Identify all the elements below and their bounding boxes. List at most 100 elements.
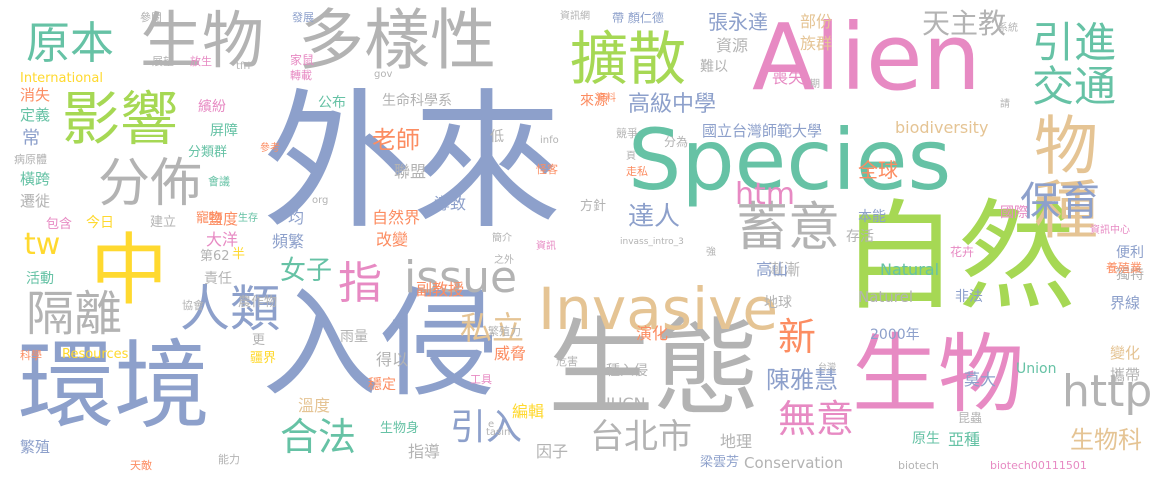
- word-di62: 第62: [200, 249, 230, 264]
- word-union: Union: [1016, 361, 1057, 377]
- word-guoji: 國際: [1000, 205, 1028, 221]
- word-zousi: 走私: [626, 165, 648, 178]
- word-moda: 莫大: [964, 370, 997, 389]
- word-shengwu-gray: 生物: [140, 4, 265, 77]
- word-bianhua: 變化: [1110, 344, 1141, 362]
- word-resources: Resources: [62, 347, 129, 362]
- word-yuansheng: 原生: [912, 431, 940, 447]
- word-huanjing: 環境: [18, 330, 210, 442]
- word-chongwu: 寵物: [196, 211, 223, 226]
- word-zixunwang: 資訊網: [560, 11, 590, 22]
- word-ye: 頁: [626, 151, 636, 162]
- word-qing: 請: [1000, 99, 1010, 110]
- word-cunhuo: 存活: [846, 229, 874, 245]
- word-bingyuanti: 病原體: [14, 153, 47, 166]
- word-jiashu: 家鼠: [290, 53, 315, 67]
- word-2000nian: 2000年: [870, 327, 920, 343]
- word-wuyi: 無意: [778, 397, 855, 441]
- word-duoyangxing: 多樣性: [298, 2, 496, 79]
- word-shengwushen: 生物身: [380, 421, 420, 436]
- word-xitong: 系統: [998, 23, 1018, 34]
- word-deyi: 得以: [376, 350, 409, 369]
- word-xiedai: 攜帶: [1110, 366, 1141, 384]
- word-zixun: 資訊: [536, 241, 556, 252]
- word-invass-intro-3: invass_intro_3: [620, 237, 684, 247]
- word-di: 低: [490, 129, 504, 145]
- word-tw: tw: [24, 227, 61, 262]
- word-yingxiang: 影響: [62, 85, 179, 153]
- word-conservation: Conservation: [744, 454, 844, 472]
- word-yazhong: 亞種: [948, 430, 981, 449]
- word-gaoshan: 高山: [756, 260, 789, 279]
- word-chenyahui: 陳雅慧: [766, 366, 838, 394]
- word-wuzhong: 物種: [1023, 112, 1097, 240]
- word-zhuanzai: 轉載: [290, 69, 312, 82]
- word-org: org: [312, 195, 329, 206]
- word-huodong: 活動: [26, 271, 54, 287]
- word-jianjian: 漸漸: [768, 260, 801, 279]
- word-tiandi: 天敵: [130, 459, 152, 472]
- word-gaibian: 改變: [376, 230, 409, 249]
- word-zhong: 中: [90, 226, 169, 316]
- word-dute: 獨特: [1116, 267, 1144, 283]
- word-canyue: 參閱: [140, 11, 162, 24]
- word-weihai: 危害: [556, 355, 578, 368]
- word-hefa: 合法: [280, 415, 357, 459]
- word-jinri: 今日: [86, 215, 114, 231]
- word-dili: 地理: [720, 432, 753, 451]
- word-weixie: 威脅: [494, 344, 527, 363]
- word-invasive: Invasive: [538, 275, 779, 343]
- word-baoyu: 保育: [1020, 179, 1100, 225]
- word-wending: 穩定: [368, 377, 396, 393]
- word-ruqin: 入侵: [262, 275, 499, 413]
- word-fangsheng: 放生: [190, 55, 212, 68]
- word-yinzi: 因子: [536, 442, 569, 461]
- word-zhanwang: 展望: [152, 55, 174, 68]
- word-xin: 新: [778, 315, 817, 359]
- word-yandu: 鹽度: [208, 210, 239, 228]
- word-dai-yanrende: 帶 顏仁德: [612, 11, 664, 25]
- word-jianjie: 簡介: [492, 233, 512, 244]
- word-sili: 私立: [460, 309, 525, 347]
- word-bianli: 便利: [1116, 245, 1144, 261]
- word-nvzi: 女子: [280, 256, 333, 286]
- word-xiaoshi: 消失: [20, 86, 51, 104]
- word-naturel: Naturel: [858, 288, 914, 306]
- word-natural: Natural: [880, 260, 940, 279]
- word-fanzhili: 繁殖力: [488, 325, 521, 338]
- word-zhi: 指: [338, 258, 382, 309]
- word-nanyi: 難以: [700, 59, 728, 75]
- word-yuliang: 雨量: [340, 329, 368, 345]
- word-taibeishi: 台北市: [590, 417, 692, 457]
- word-biodiversity: biodiversity: [895, 118, 989, 137]
- word-jiangjie: 疆界: [250, 351, 277, 366]
- word-gongbu: 公布: [318, 95, 346, 111]
- word-shengmingkexuexi: 生命科學系: [382, 93, 452, 109]
- word-yanhua: 演化: [636, 324, 669, 343]
- word-xuyi: 蓄意: [736, 198, 841, 258]
- word-quanqiu: 全球: [858, 158, 898, 182]
- word-http: http: [1062, 366, 1153, 417]
- word-tianzhujiao: 天主教: [922, 7, 1007, 40]
- word-yinjin: 引進: [1032, 18, 1117, 67]
- word-shengwuke: 生物科: [1070, 426, 1142, 454]
- word-gov: gov: [374, 69, 393, 80]
- word-fazhan: 發展: [292, 11, 314, 24]
- word-gongju: 工具: [470, 373, 492, 386]
- word-chang: 常: [22, 128, 40, 149]
- word-jingzheng: 競爭: [616, 127, 638, 140]
- word-nengli: 能力: [218, 453, 240, 466]
- word-fenbu: 分佈: [98, 154, 203, 214]
- word-htm: htm: [735, 177, 795, 212]
- word-kuosan: 擴散: [570, 25, 687, 93]
- word-xiehui: 協會: [182, 299, 204, 312]
- word-yangzhiye: 養殖業: [1106, 261, 1143, 275]
- word-iucn: IUCN: [606, 394, 646, 413]
- word-fei: 非: [392, 317, 405, 331]
- word-yuanben: 原本: [26, 18, 114, 69]
- word-jiexian: 界線: [1110, 294, 1141, 312]
- word-fenwei: 分為: [664, 135, 689, 149]
- word-zhangyongda: 張永達: [708, 10, 768, 34]
- word-hengkua: 橫跨: [20, 170, 51, 188]
- word-shengwu-pink: 生物: [852, 325, 1024, 425]
